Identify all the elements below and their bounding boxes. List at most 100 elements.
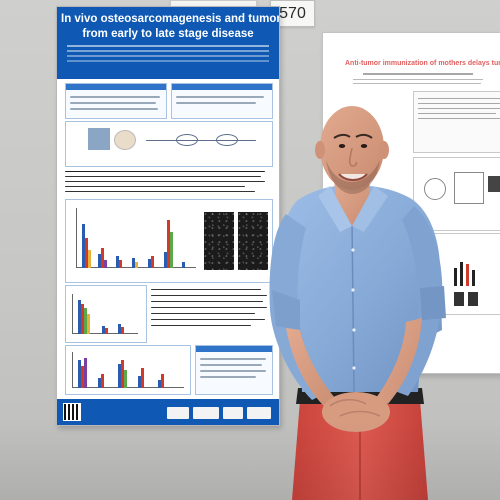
- chart-bar: [182, 262, 185, 268]
- chart-bar: [460, 262, 463, 286]
- text-line: [176, 102, 256, 104]
- diagram-image: [488, 176, 500, 192]
- shirt-button: [351, 248, 355, 252]
- aims-box: [171, 83, 273, 119]
- results-text: [65, 169, 271, 195]
- sponsor-logo: [167, 407, 189, 419]
- beard-stubble: [326, 160, 380, 194]
- microscopy-image: [238, 212, 268, 270]
- chart-bar: [170, 232, 173, 268]
- chart-bar: [151, 256, 154, 268]
- left-eye: [338, 144, 346, 148]
- qr-code: [63, 403, 81, 421]
- sponsor-logo: [223, 407, 243, 419]
- chart-bar: [78, 300, 81, 334]
- chart-bar: [78, 360, 81, 388]
- chart-bar: [102, 326, 105, 334]
- conclusions-box-header: [196, 346, 272, 352]
- chart-bar: [101, 374, 104, 388]
- chart-bar: [118, 364, 121, 388]
- text-line: [70, 96, 160, 98]
- chart-bar: [85, 238, 88, 268]
- left-poster-footer: [57, 399, 279, 425]
- chart-bar: [121, 327, 124, 334]
- text-line: [151, 313, 255, 314]
- sponsor-logo: [247, 407, 271, 419]
- chart-bar: [101, 248, 104, 268]
- chart-bar: [472, 270, 475, 286]
- chart-bar: [87, 314, 90, 334]
- right-arm-sleeve: [392, 206, 443, 396]
- bar-chart: [72, 352, 184, 388]
- nose: [348, 147, 358, 167]
- chart-bar: [124, 370, 127, 388]
- floor-shadow: [0, 420, 500, 500]
- timeline-line: [146, 140, 256, 141]
- diagram-box: [454, 172, 484, 204]
- chart-bar: [88, 250, 91, 268]
- timeline-node: [176, 134, 198, 146]
- author-line: [363, 73, 473, 75]
- left-forearm: [286, 328, 340, 410]
- right-eye: [360, 144, 368, 148]
- text-line: [176, 96, 264, 98]
- intro-box: [65, 83, 167, 119]
- text-line: [151, 319, 265, 320]
- chart-bar: [84, 358, 87, 388]
- figure-photo: [88, 128, 110, 150]
- shirt: [278, 185, 442, 392]
- aims-box-header: [172, 84, 272, 90]
- left-poster-title-band: In vivo osteosarcomagenesis and tumor im…: [57, 7, 279, 79]
- chart-bar: [148, 259, 151, 268]
- timeline-node: [216, 134, 238, 146]
- affiliation-line: [353, 79, 483, 80]
- text-line: [418, 118, 500, 119]
- text-line: [200, 364, 262, 366]
- text-line: [70, 108, 158, 110]
- chart-bar: [466, 264, 469, 286]
- chart-bar: [84, 308, 87, 334]
- microscopy-image: [204, 212, 234, 270]
- text-line: [151, 325, 251, 326]
- chart-bar: [81, 304, 84, 334]
- results-image: [468, 292, 478, 306]
- chart-bar: [161, 374, 164, 388]
- chart-bar: [98, 378, 101, 388]
- text-line: [200, 358, 266, 360]
- left-ear: [315, 141, 325, 159]
- chart-bar: [141, 368, 144, 388]
- text-line: [65, 176, 261, 177]
- chart-bar: [118, 324, 121, 334]
- chart-bar: [98, 254, 101, 268]
- right-ear: [379, 141, 389, 159]
- shirt-button: [351, 288, 355, 292]
- text-line: [65, 171, 265, 172]
- left-poster-title-line-1: In vivo osteosarcomagenesis and tumor im…: [61, 13, 280, 25]
- text-line: [65, 186, 245, 187]
- conclusions-box: [195, 345, 273, 395]
- finger-line: [339, 410, 381, 417]
- chart-bar: [158, 380, 161, 388]
- left-poster-authors: [67, 45, 269, 47]
- text-line: [418, 108, 500, 109]
- text-line: [151, 289, 261, 290]
- text-line: [200, 370, 266, 372]
- left-poster: In vivo osteosarcomagenesis and tumor im…: [56, 6, 280, 426]
- shirt-button: [352, 366, 356, 370]
- chart-bar: [138, 376, 141, 388]
- figure-1-panel: [65, 121, 273, 167]
- finger-line: [329, 399, 367, 407]
- left-eyebrow: [333, 133, 351, 139]
- chart-bar: [119, 260, 122, 268]
- figure-sample: [114, 130, 136, 150]
- figure-4-panel: [65, 345, 191, 395]
- shirt-collar-right: [352, 186, 388, 232]
- chart-bar: [132, 258, 135, 268]
- abstract-panel: [413, 91, 500, 153]
- text-line: [65, 191, 255, 192]
- results-image: [454, 292, 464, 306]
- left-sleeve-cuff: [272, 290, 300, 330]
- chart-bar: [81, 366, 84, 388]
